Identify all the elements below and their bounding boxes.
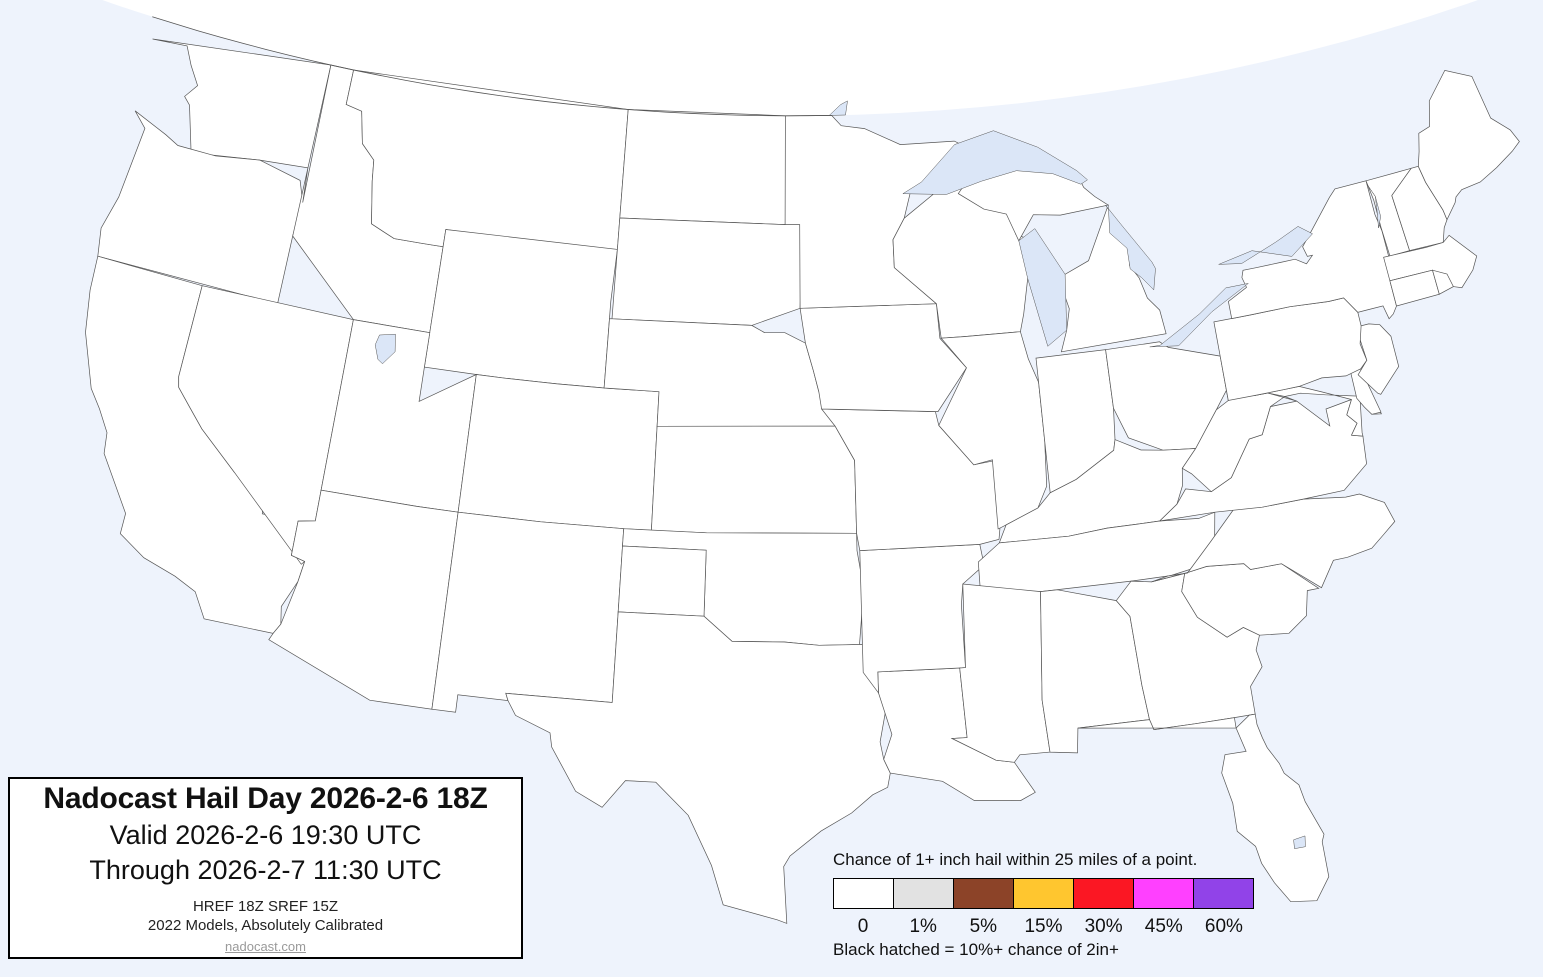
Texas [618, 546, 706, 616]
North Dakota [620, 110, 800, 225]
New Mexico [432, 512, 624, 712]
Kansas [651, 426, 856, 533]
Wyoming [424, 230, 617, 389]
Mississippi [952, 584, 1050, 762]
South Dakota [612, 218, 802, 325]
Colorado [458, 375, 659, 531]
